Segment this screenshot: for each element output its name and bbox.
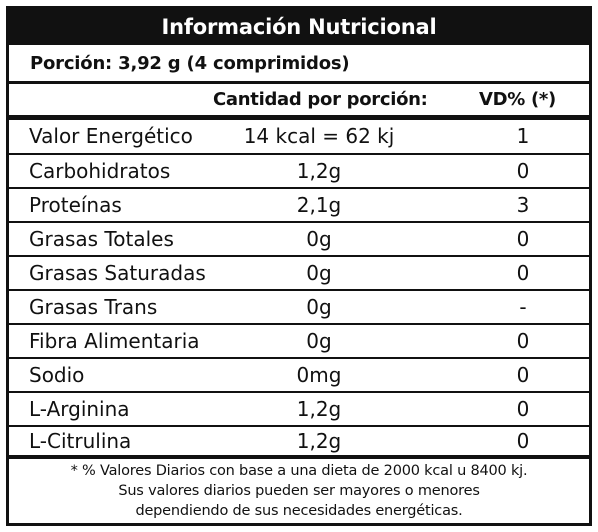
divider: [9, 115, 589, 120]
nutrient-name: Grasas Saturadas: [29, 261, 206, 285]
nutrient-amount: 1,2g: [296, 429, 342, 453]
table-row: Fibra Alimentaria 0g 0: [9, 325, 589, 358]
nutrient-vd: 3: [516, 193, 530, 217]
table-row: Grasas Totales 0g 0: [9, 223, 589, 256]
table-row: Grasas Saturadas 0g 0: [9, 257, 589, 290]
nutrient-vd: 0: [516, 363, 530, 387]
nutrient-amount: 0g: [306, 261, 332, 285]
table-row: Sodio 0mg 0: [9, 359, 589, 392]
nutrient-name: Valor Energético: [29, 124, 193, 148]
nutrient-name: Grasas Trans: [29, 295, 158, 319]
nutrient-vd: 0: [516, 329, 530, 353]
footnote-line: * % Valores Diarios con base a una dieta…: [70, 463, 528, 479]
divider: [9, 391, 589, 393]
divider: [9, 289, 589, 291]
divider: [9, 357, 589, 359]
divider: [9, 425, 589, 427]
nutrient-vd: 0: [516, 397, 530, 421]
nutrition-facts-panel: Información Nutricional Porción: 3,92 g …: [6, 6, 592, 526]
nutrient-name: Fibra Alimentaria: [29, 329, 200, 353]
footnote-line: Sus valores diarios pueden ser mayores o…: [118, 483, 480, 499]
divider: [9, 323, 589, 325]
divider: [9, 221, 589, 223]
nutrient-name: L-Citrulina: [29, 429, 132, 453]
divider: [9, 153, 589, 155]
table-row: L-Citrulina 1,2g 0: [9, 425, 589, 458]
nutrient-amount: 0g: [306, 295, 332, 319]
nutrient-amount: 1,2g: [296, 397, 342, 421]
divider: [9, 455, 589, 459]
nutrient-vd: -: [519, 295, 527, 319]
nutrient-amount: 14 kcal = 62 kj: [243, 124, 395, 148]
nutrient-amount: 0mg: [296, 363, 342, 387]
divider: [9, 187, 589, 189]
nutrient-amount: 2,1g: [296, 193, 342, 217]
table-row: Carbohidratos 1,2g 0: [9, 155, 589, 188]
nutrient-name: Grasas Totales: [29, 227, 174, 251]
nutrient-name: Proteínas: [29, 193, 122, 217]
nutrient-name: Sodio: [29, 363, 85, 387]
nutrient-vd: 0: [516, 227, 530, 251]
portion-size: Porción: 3,92 g (4 comprimidos): [30, 53, 350, 74]
footnote-line: dependiendo de sus necesidades energétic…: [135, 503, 463, 519]
nutrient-vd: 0: [516, 429, 530, 453]
amount-column-header: Cantidad por porción:: [213, 89, 428, 110]
divider: [9, 81, 589, 84]
table-row: Valor Energético 14 kcal = 62 kj 1: [9, 120, 589, 153]
nutrient-name: L-Arginina: [29, 397, 130, 421]
title-bar: Información Nutricional: [9, 9, 589, 45]
table-row: Proteínas 2,1g 3: [9, 189, 589, 222]
table-row: L-Arginina 1,2g 0: [9, 393, 589, 426]
nutrient-name: Carbohidratos: [29, 159, 171, 183]
nutrient-amount: 0g: [306, 227, 332, 251]
divider: [9, 255, 589, 257]
table-row: Grasas Trans 0g -: [9, 291, 589, 324]
nutrient-amount: 0g: [306, 329, 332, 353]
panel-title: Información Nutricional: [161, 15, 437, 39]
nutrient-amount: 1,2g: [296, 159, 342, 183]
footnote: * % Valores Diarios con base a una dieta…: [9, 461, 589, 521]
nutrient-vd: 0: [516, 159, 530, 183]
nutrient-vd: 1: [516, 124, 530, 148]
nutrient-vd: 0: [516, 261, 530, 285]
vd-column-header: VD% (*): [479, 89, 556, 110]
